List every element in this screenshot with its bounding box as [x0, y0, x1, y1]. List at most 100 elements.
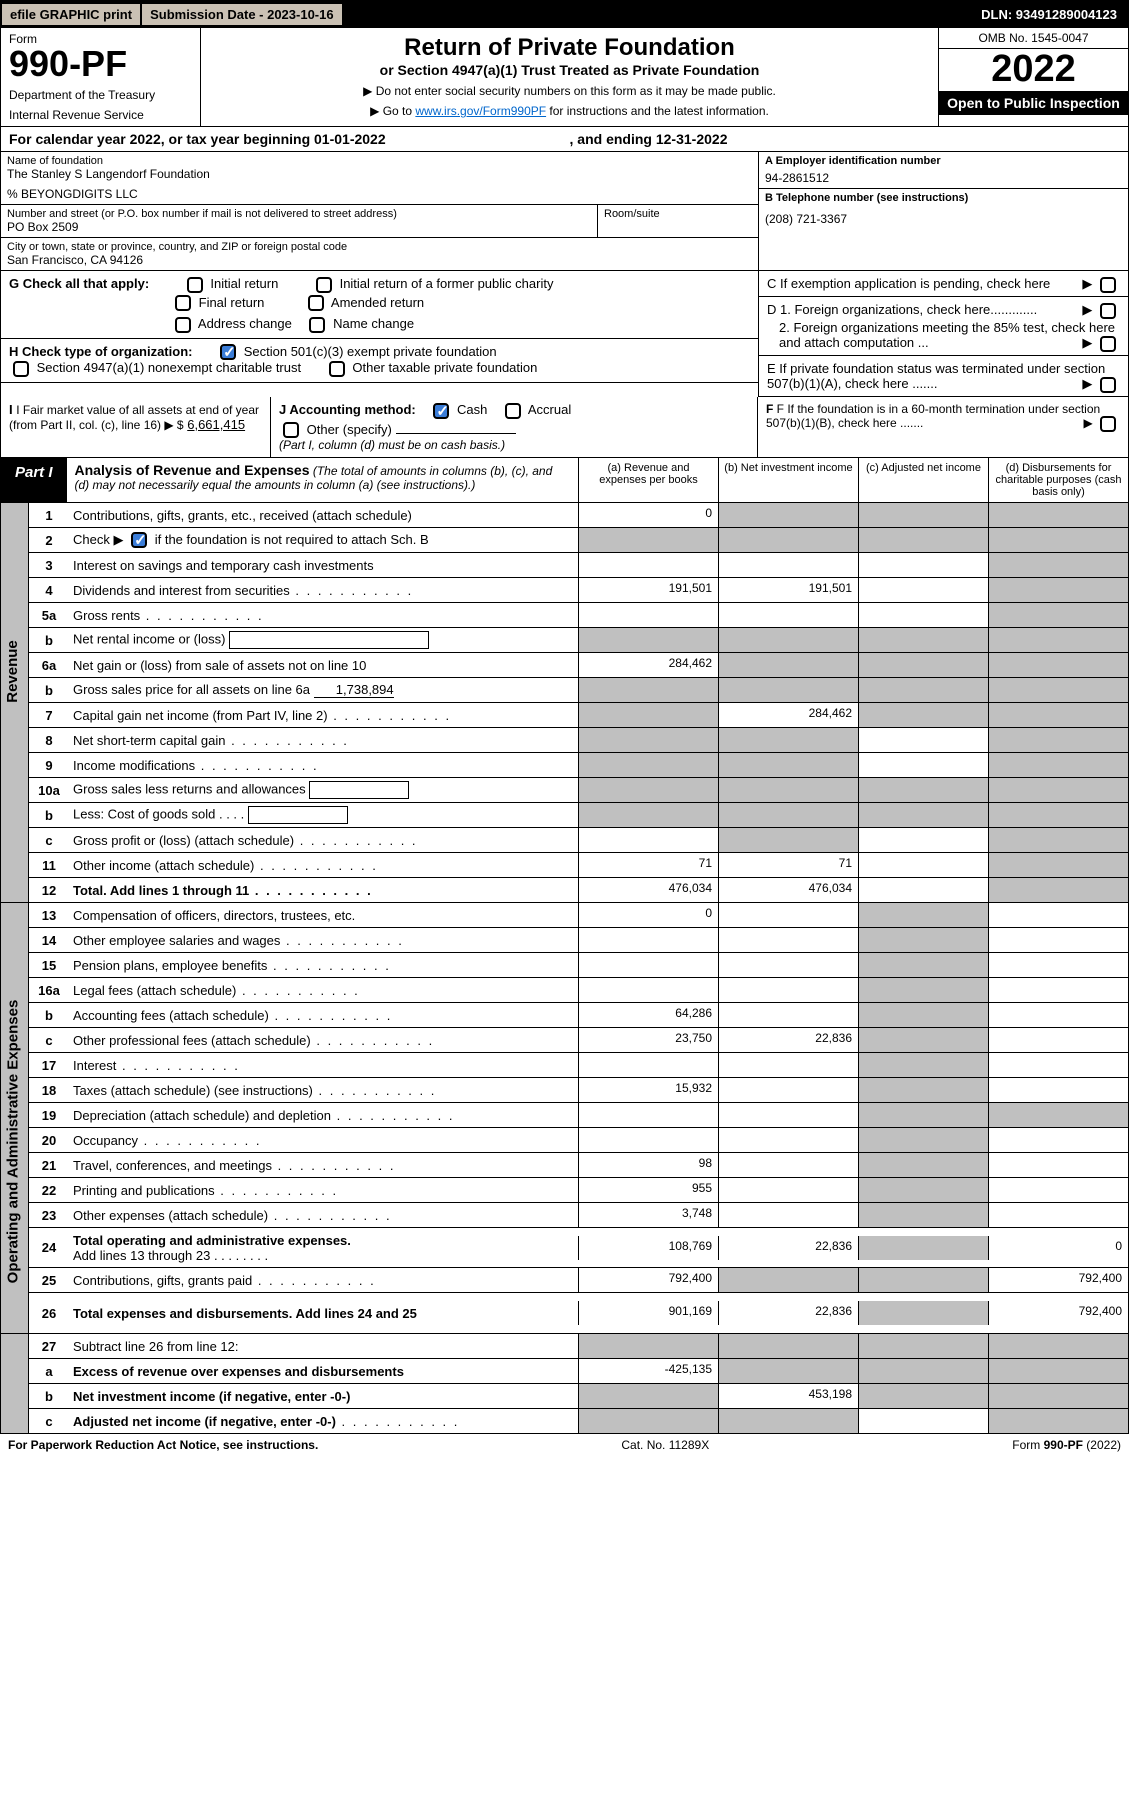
chk-final-return[interactable]: [175, 295, 191, 311]
e-label: E If private foundation status was termi…: [767, 361, 1105, 391]
chk-cash[interactable]: [433, 403, 449, 419]
telephone: (208) 721-3367: [765, 212, 1122, 226]
part1-label: Part I: [1, 458, 67, 502]
efile-print-button[interactable]: efile GRAPHIC print: [2, 4, 142, 25]
fmv-value: 6,661,415: [187, 417, 245, 432]
instr-goto: ▶ Go to www.irs.gov/Form990PF for instru…: [207, 104, 932, 118]
chk-accrual[interactable]: [505, 403, 521, 419]
part1-title: Analysis of Revenue and Expenses: [75, 462, 310, 478]
room-label: Room/suite: [604, 208, 752, 220]
col-b-header: (b) Net investment income: [718, 458, 858, 502]
line-25: Contributions, gifts, grants paid: [69, 1270, 578, 1291]
col-c-header: (c) Adjusted net income: [858, 458, 988, 502]
line-9: Income modifications: [69, 755, 578, 776]
f-label: F If the foundation is in a 60-month ter…: [766, 402, 1100, 430]
line-12: Total. Add lines 1 through 11: [69, 880, 578, 901]
line-10b: Less: Cost of goods sold . . . .: [69, 803, 578, 827]
chk-schB-not-required[interactable]: [131, 532, 147, 548]
chk-amended[interactable]: [308, 295, 324, 311]
form-footer: Form 990-PF (2022): [1012, 1438, 1121, 1452]
omb-number: OMB No. 1545-0047: [939, 28, 1128, 49]
line-15: Pension plans, employee benefits: [69, 955, 578, 976]
d1-label: D 1. Foreign organizations, check here..…: [767, 302, 1037, 317]
side-revenue: Revenue: [4, 640, 21, 703]
checks-section: G Check all that apply: Initial return I…: [0, 271, 1129, 458]
chk-addr-change[interactable]: [175, 317, 191, 333]
calendar-year-row: For calendar year 2022, or tax year begi…: [0, 127, 1129, 152]
expenses-table: Operating and Administrative Expenses 13…: [0, 903, 1129, 1334]
line-7: Capital gain net income (from Part IV, l…: [69, 705, 578, 726]
topbar: efile GRAPHIC print Submission Date - 20…: [0, 0, 1129, 28]
addr-label: Number and street (or P.O. box number if…: [7, 208, 591, 220]
line-4: Dividends and interest from securities: [69, 580, 578, 601]
line-27c: Adjusted net income (if negative, enter …: [69, 1411, 578, 1432]
line-2: Check ▶ if the foundation is not require…: [69, 529, 578, 552]
care-of: % BEYONGDIGITS LLC: [7, 187, 752, 201]
line-16a: Legal fees (attach schedule): [69, 980, 578, 1001]
line-18: Taxes (attach schedule) (see instruction…: [69, 1080, 578, 1101]
line-3: Interest on savings and temporary cash i…: [69, 555, 578, 576]
line-20: Occupancy: [69, 1130, 578, 1151]
chk-exemption-pending[interactable]: [1100, 277, 1116, 293]
line-1: Contributions, gifts, grants, etc., rece…: [69, 505, 578, 526]
c-label: C If exemption application is pending, c…: [767, 276, 1050, 291]
name-label: Name of foundation: [7, 155, 752, 167]
line-27b: Net investment income (if negative, ente…: [69, 1386, 578, 1407]
dln: DLN: 93491289004123: [971, 4, 1127, 25]
form-header: Form 990-PF Department of the Treasury I…: [0, 28, 1129, 127]
chk-501c3[interactable]: [220, 344, 236, 360]
identity-grid: Name of foundation The Stanley S Langend…: [0, 152, 1129, 271]
line-22: Printing and publications: [69, 1180, 578, 1201]
foundation-name: The Stanley S Langendorf Foundation: [7, 167, 752, 181]
j-label: J Accounting method:: [279, 402, 416, 417]
j-note: (Part I, column (d) must be on cash basi…: [279, 438, 749, 452]
chk-foreign-org[interactable]: [1100, 303, 1116, 319]
chk-other-method[interactable]: [283, 422, 299, 438]
chk-60-month[interactable]: [1100, 416, 1116, 432]
line27-table: 27Subtract line 26 from line 12: aExcess…: [0, 1334, 1129, 1434]
chk-initial-return[interactable]: [187, 277, 203, 293]
form-subtitle: or Section 4947(a)(1) Trust Treated as P…: [207, 62, 932, 78]
line-16b: Accounting fees (attach schedule): [69, 1005, 578, 1026]
form-title: Return of Private Foundation: [207, 34, 932, 62]
line-5a: Gross rents: [69, 605, 578, 626]
submission-date: Submission Date - 2023-10-16: [142, 4, 342, 25]
cat-no: Cat. No. 11289X: [621, 1438, 709, 1452]
line-10a: Gross sales less returns and allowances: [69, 778, 578, 802]
line-6a: Net gain or (loss) from sale of assets n…: [69, 655, 578, 676]
line-24: Total operating and administrative expen…: [69, 1230, 578, 1266]
line-21: Travel, conferences, and meetings: [69, 1155, 578, 1176]
irs: Internal Revenue Service: [9, 108, 192, 122]
paperwork-notice: For Paperwork Reduction Act Notice, see …: [8, 1438, 318, 1452]
form-number: 990-PF: [9, 46, 192, 82]
col-d-header: (d) Disbursements for charitable purpose…: [988, 458, 1128, 502]
irs-link[interactable]: www.irs.gov/Form990PF: [415, 104, 546, 118]
tel-label: B Telephone number (see instructions): [765, 192, 1122, 204]
chk-85-test[interactable]: [1100, 336, 1116, 352]
g-label: G Check all that apply:: [9, 276, 149, 291]
line-14: Other employee salaries and wages: [69, 930, 578, 951]
chk-other-taxable[interactable]: [329, 361, 345, 377]
chk-4947[interactable]: [13, 361, 29, 377]
chk-status-terminated[interactable]: [1100, 377, 1116, 393]
line-23: Other expenses (attach schedule): [69, 1205, 578, 1226]
instr-ssn: ▶ Do not enter social security numbers o…: [207, 84, 932, 98]
line-16c: Other professional fees (attach schedule…: [69, 1030, 578, 1051]
col-a-header: (a) Revenue and expenses per books: [578, 458, 718, 502]
open-public: Open to Public Inspection: [939, 91, 1128, 115]
dept-treasury: Department of the Treasury: [9, 88, 192, 102]
chk-name-change[interactable]: [309, 317, 325, 333]
line-26: Total expenses and disbursements. Add li…: [69, 1303, 578, 1324]
line-13: Compensation of officers, directors, tru…: [69, 905, 578, 926]
line-11: Other income (attach schedule): [69, 855, 578, 876]
line-10c: Gross profit or (loss) (attach schedule): [69, 830, 578, 851]
chk-initial-former[interactable]: [316, 277, 332, 293]
d2-label: 2. Foreign organizations meeting the 85%…: [779, 320, 1115, 350]
ein: 94-2861512: [765, 171, 1122, 185]
revenue-table: Revenue 1Contributions, gifts, grants, e…: [0, 503, 1129, 903]
city-label: City or town, state or province, country…: [7, 241, 752, 253]
tax-year: 2022: [939, 49, 1128, 91]
part1-header: Part I Analysis of Revenue and Expenses …: [0, 458, 1129, 503]
line-6b: Gross sales price for all assets on line…: [69, 679, 578, 701]
line-19: Depreciation (attach schedule) and deple…: [69, 1105, 578, 1126]
